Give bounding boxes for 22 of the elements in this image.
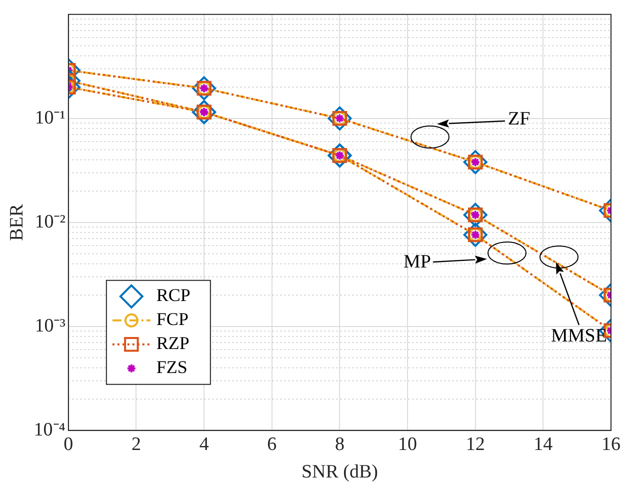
x-tick-label: 10: [398, 434, 418, 455]
y-tick-label: 10⁻³: [34, 315, 66, 336]
annotation: MP: [404, 251, 431, 272]
legend-label: FZS: [156, 357, 188, 378]
legend-label: RCP: [156, 285, 190, 306]
x-tick-label: 12: [466, 434, 485, 455]
y-tick-label: 10⁻¹: [34, 107, 66, 128]
legend-label: FCP: [156, 309, 188, 330]
annotation: MMSE: [551, 325, 607, 346]
y-tick-label: 10⁻²: [34, 211, 66, 232]
y-axis-title: BER: [6, 204, 28, 241]
x-tick-label: 16: [602, 434, 620, 455]
x-tick-label: 8: [334, 434, 344, 455]
legend-label: RZP: [156, 333, 190, 354]
x-tick-label: 0: [64, 434, 74, 455]
annotation: ZF: [508, 108, 530, 130]
x-axis-title: SNR (dB): [301, 462, 378, 483]
x-tick-label: 4: [199, 434, 210, 455]
x-tick-label: 6: [267, 434, 277, 455]
y-tick-label: 10⁻⁴: [34, 419, 66, 440]
x-tick-label: 14: [534, 434, 554, 455]
x-tick-label: 2: [131, 434, 141, 455]
